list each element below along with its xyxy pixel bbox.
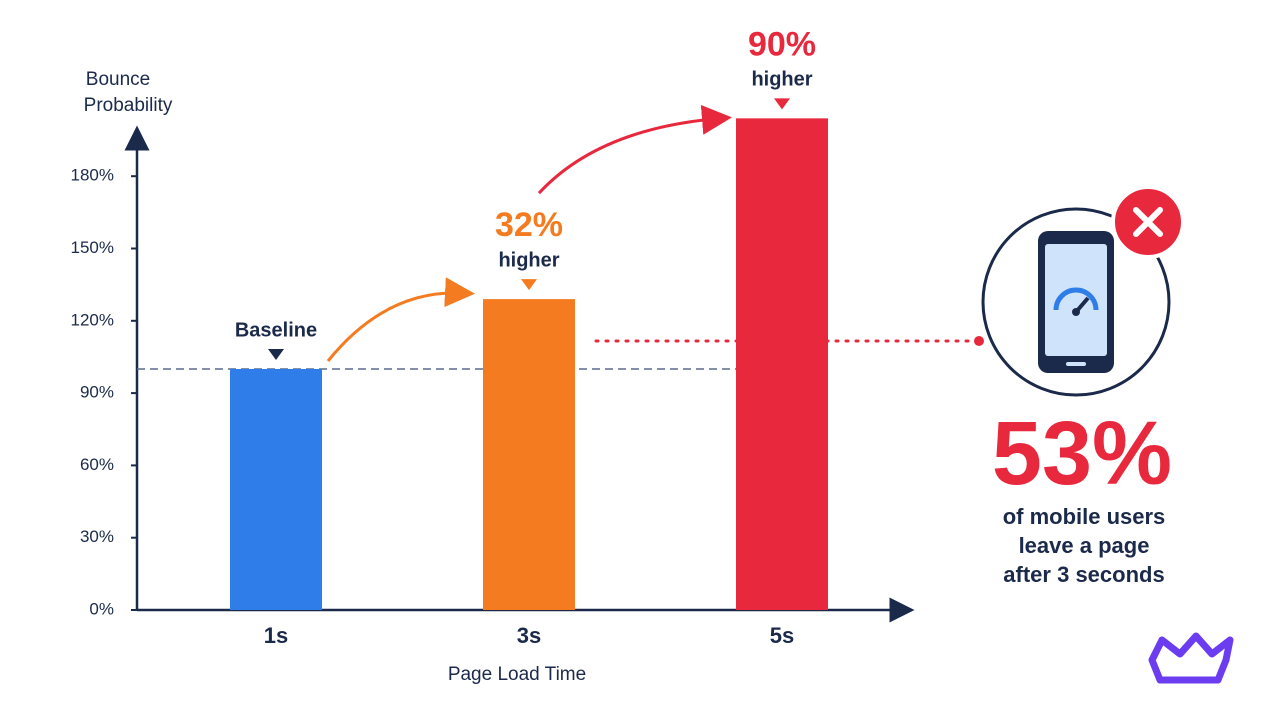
callout-text: leave a page [1019, 533, 1150, 558]
annotation-headline: 32% [495, 206, 563, 244]
x-tick-label: 3s [517, 623, 541, 648]
y-tick-label: 180% [71, 166, 114, 185]
y-tick-label: 120% [71, 310, 114, 329]
annotation-text: higher [498, 249, 559, 271]
x-axis-title: Page Load Time [448, 664, 586, 685]
y-axis-title-line: Bounce [86, 69, 150, 90]
trend-arrow [326, 277, 475, 362]
y-tick-label: 0% [89, 599, 114, 618]
pointer [521, 279, 537, 291]
callout-text: after 3 seconds [1003, 562, 1164, 587]
x-tick-label: 1s [264, 623, 288, 648]
pointer [268, 349, 284, 360]
y-tick-label: 90% [80, 383, 114, 402]
annotation-text: Baseline [235, 319, 317, 341]
y-tick-label: 60% [80, 455, 114, 474]
bar [736, 118, 828, 611]
pointer [774, 98, 790, 110]
phone-icon [981, 185, 1185, 397]
x-tick-label: 5s [770, 623, 794, 648]
bar [483, 299, 575, 610]
y-axis-title-line: Probability [84, 95, 173, 116]
trend-arrow [537, 104, 732, 195]
callout-text: of mobile users [1003, 504, 1166, 529]
connector-dot [974, 336, 984, 346]
y-tick-label: 150% [71, 238, 114, 257]
callout-value: 53% [992, 404, 1172, 504]
logo [1148, 632, 1234, 684]
annotation-headline: 90% [748, 25, 816, 63]
annotation-text: higher [751, 69, 812, 91]
bar [230, 369, 322, 610]
y-tick-label: 30% [80, 527, 114, 546]
